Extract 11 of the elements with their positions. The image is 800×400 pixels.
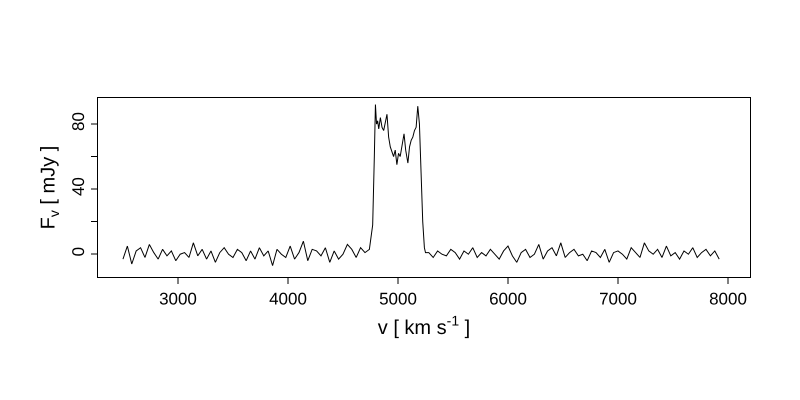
line-series — [122, 104, 720, 266]
y-tick-label: 40 — [69, 177, 88, 196]
x-tick-label: 5000 — [379, 289, 417, 308]
x-tick-label: 4000 — [269, 289, 307, 308]
y-tick-label: 0 — [69, 246, 88, 256]
x-tick-label: 6000 — [489, 289, 527, 308]
x-tick-label: 3000 — [159, 289, 197, 308]
y-tick-label: 80 — [69, 112, 88, 131]
x-tick-label: 8000 — [709, 289, 747, 308]
x-tick-label: 7000 — [599, 289, 637, 308]
x-axis-title: v [ km s$^{-1}$ ] — [378, 312, 470, 339]
